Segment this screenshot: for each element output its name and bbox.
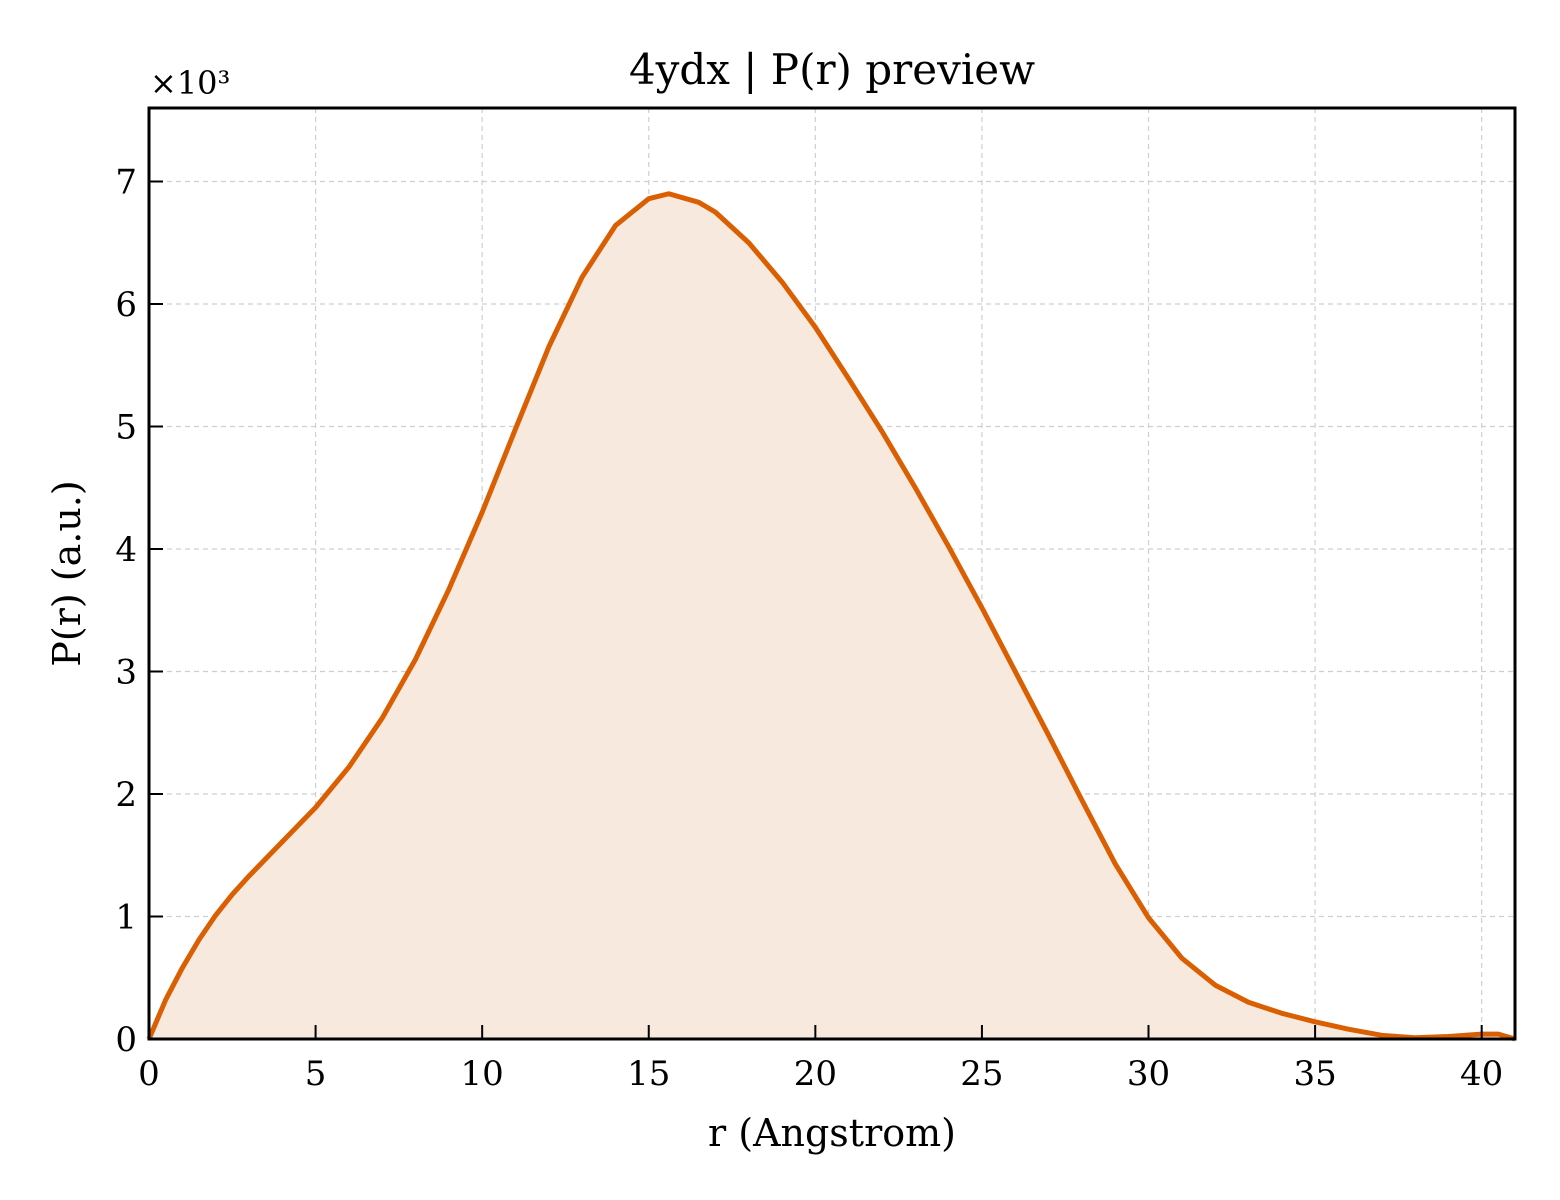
y-axis-multiplier: ×10³ — [150, 64, 230, 102]
y-tick-label: 5 — [115, 408, 137, 448]
tick-layer: 0 5 10 15 20 25 30 35 40 0 1 2 3 4 5 6 7 — [115, 163, 1503, 1095]
x-axis-label: r (Angstrom) — [708, 1111, 956, 1155]
plot-frame — [147, 106, 1517, 1041]
y-tick-label: 3 — [115, 653, 137, 693]
y-tick-label: 1 — [115, 898, 137, 938]
x-tick-label: 15 — [627, 1054, 670, 1094]
x-tick-label: 30 — [1127, 1054, 1170, 1094]
x-tick-label: 10 — [461, 1054, 504, 1094]
chart-title: 4ydx | P(r) preview — [629, 45, 1035, 94]
y-tick-label: 2 — [115, 775, 137, 815]
y-tick-label: 0 — [115, 1020, 137, 1060]
y-tick-label: 6 — [115, 285, 137, 325]
x-tick-label: 35 — [1293, 1054, 1336, 1094]
pr-series-line — [146, 191, 1516, 1042]
x-tick-label: 20 — [794, 1054, 837, 1094]
x-tick-label: 40 — [1460, 1054, 1503, 1094]
x-tick-label: 5 — [305, 1054, 327, 1094]
x-tick-label: 25 — [960, 1054, 1003, 1094]
pr-area-fill — [149, 193, 1515, 1039]
y-axis-label: P(r) (a.u.) — [45, 480, 89, 666]
y-tick-label: 4 — [115, 530, 137, 570]
y-tick-label: 7 — [115, 163, 137, 203]
x-tick-label: 0 — [138, 1054, 160, 1094]
